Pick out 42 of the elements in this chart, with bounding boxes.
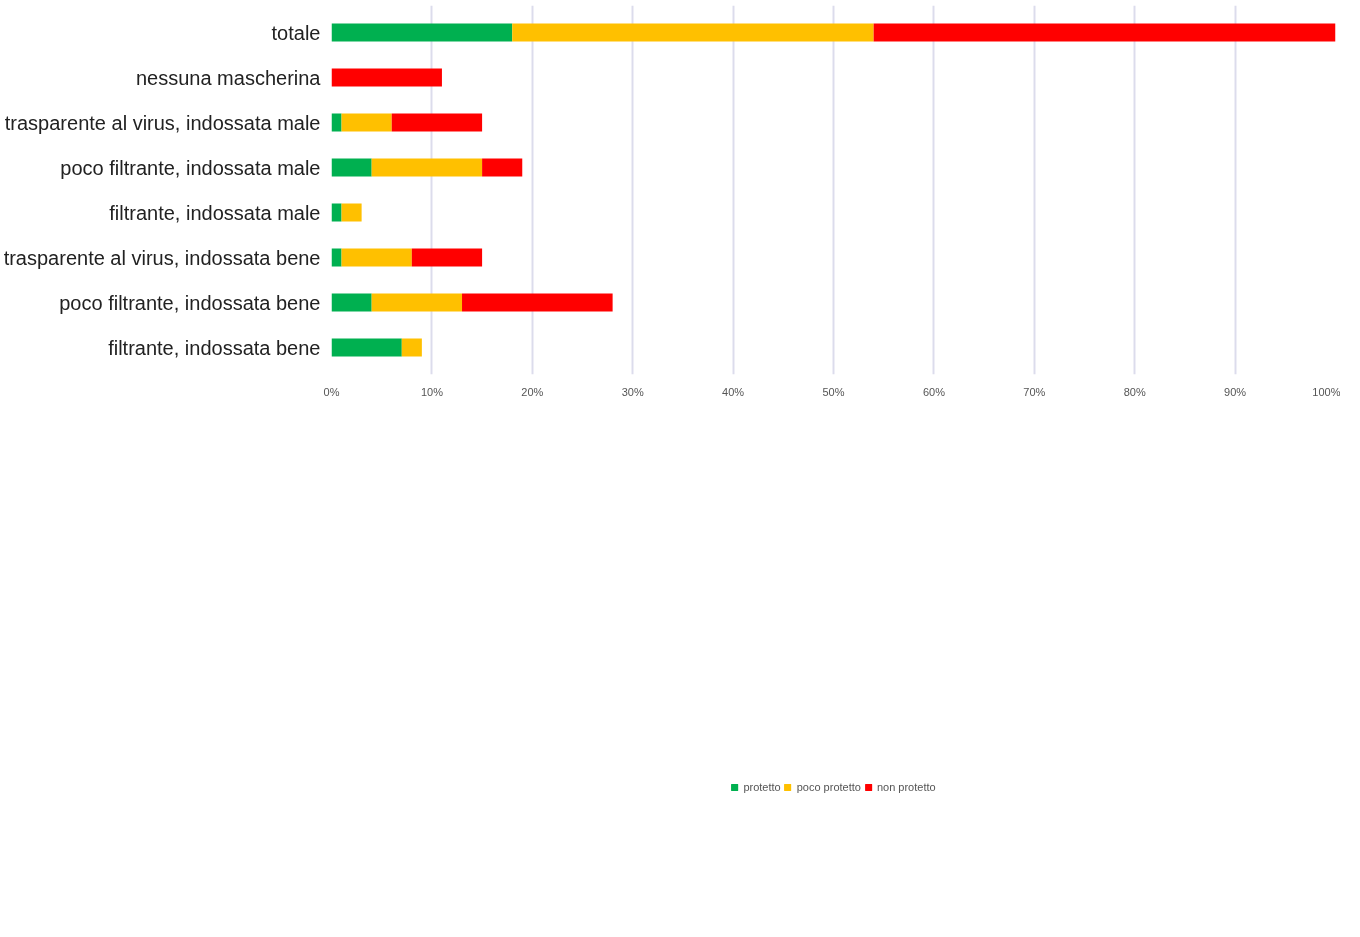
bar: [331, 248, 342, 267]
y-tick-label: totale: [271, 21, 321, 44]
x-tick-label: 80%: [1123, 385, 1146, 398]
legend-label: non protetto: [876, 781, 936, 793]
bar: [341, 248, 412, 267]
y-tick-label: trasparente al virus, indossata male: [4, 111, 321, 134]
bar: [331, 293, 372, 312]
bar: [411, 248, 483, 267]
bar: [331, 68, 442, 87]
y-tick-label: nessuna mascherina: [135, 66, 322, 89]
bar: [462, 293, 613, 312]
x-tick-label: 70%: [1023, 385, 1046, 398]
bar: [482, 158, 523, 177]
bar: [341, 203, 362, 222]
y-tick-label: filtrante, indossata male: [109, 201, 321, 224]
bar: [371, 158, 483, 177]
bar: [391, 113, 483, 132]
x-tick-label: 50%: [822, 385, 845, 398]
x-tick-label: 20%: [521, 385, 544, 398]
bar: [331, 338, 402, 357]
x-tick-label: 30%: [621, 385, 644, 398]
x-tick-label: 100%: [1312, 385, 1341, 398]
bar: [371, 293, 463, 312]
bar: [512, 23, 874, 42]
x-tick-label: 10%: [420, 385, 444, 398]
legend-label: protetto: [743, 781, 781, 793]
bar: [331, 23, 513, 42]
bar: [331, 113, 342, 132]
x-tick-label: 60%: [922, 385, 946, 398]
x-tick-label: 0%: [323, 385, 340, 398]
bar: [341, 113, 392, 132]
y-tick-label: trasparente al virus, indossata bene: [3, 246, 321, 269]
bar: [331, 158, 372, 177]
x-tick-label: 90%: [1224, 385, 1247, 398]
bar: [331, 203, 342, 222]
bar: [873, 23, 1336, 42]
bar: [401, 338, 422, 357]
y-tick-label: poco filtrante, indossata male: [60, 156, 321, 179]
y-tick-label: filtrante, indossata bene: [108, 336, 321, 359]
x-tick-label: 40%: [722, 385, 745, 398]
y-tick-label: poco filtrante, indossata bene: [59, 291, 321, 314]
legend-label: poco protetto: [796, 781, 861, 793]
